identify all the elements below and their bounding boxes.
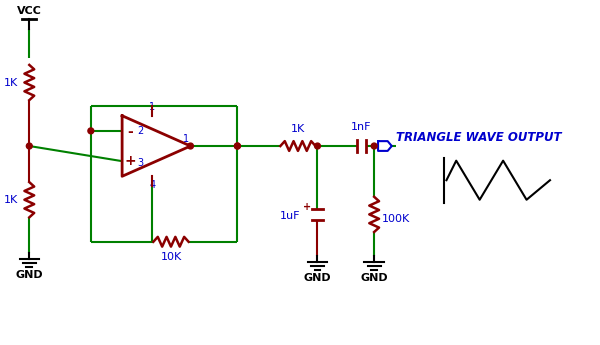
Circle shape (235, 143, 241, 149)
Circle shape (314, 143, 320, 149)
Text: GND: GND (361, 273, 388, 283)
Text: GND: GND (304, 273, 331, 283)
Text: 1uF: 1uF (280, 211, 300, 221)
Text: 1K: 1K (4, 78, 17, 88)
Text: VCC: VCC (17, 6, 42, 16)
Circle shape (88, 128, 94, 134)
Text: -: - (127, 125, 133, 139)
Text: GND: GND (16, 270, 43, 280)
Text: 100K: 100K (382, 214, 410, 224)
Text: +: + (302, 201, 311, 211)
Text: 1K: 1K (291, 124, 305, 134)
Text: 4: 4 (149, 180, 155, 190)
Circle shape (188, 143, 193, 149)
Text: 3: 3 (138, 158, 144, 168)
Circle shape (235, 143, 241, 149)
Text: TRIANGLE WAVE OUTPUT: TRIANGLE WAVE OUTPUT (395, 131, 561, 144)
Text: 2: 2 (138, 126, 144, 136)
Text: 1nF: 1nF (351, 122, 372, 132)
Text: 10K: 10K (160, 253, 182, 263)
Circle shape (371, 143, 377, 149)
Circle shape (26, 143, 32, 149)
Text: 1K: 1K (4, 195, 17, 205)
Text: +: + (124, 154, 136, 168)
Text: 1: 1 (182, 134, 189, 144)
Text: 1: 1 (149, 102, 155, 112)
